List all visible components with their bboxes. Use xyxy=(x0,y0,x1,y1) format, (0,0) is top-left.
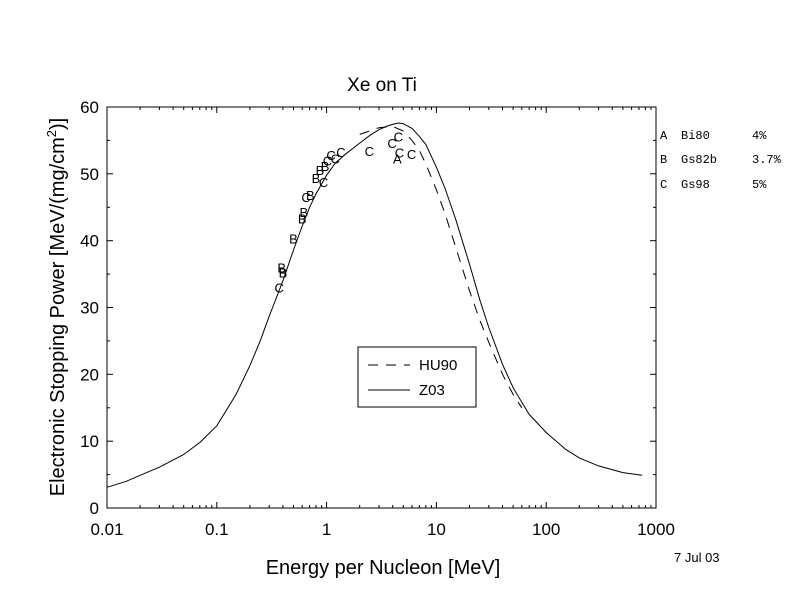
data-marker-a: A xyxy=(393,152,402,167)
series-layer xyxy=(106,122,643,488)
ref-key-b: B xyxy=(660,153,667,167)
ref-name-b: Gs82b xyxy=(681,153,717,167)
x-tick-label: 100 xyxy=(532,520,560,539)
data-marker-b: B xyxy=(312,171,321,186)
data-marker-c: C xyxy=(331,152,340,167)
data-marker-c: C xyxy=(336,145,345,160)
ref-key-c: C xyxy=(660,178,667,192)
x-tick-label: 1 xyxy=(322,520,331,539)
data-marker-b: B xyxy=(298,212,307,227)
y-axis-label-superscript: 2 xyxy=(44,130,59,137)
chart-legend: HU90 Z03 xyxy=(357,346,477,408)
data-marker-b: B xyxy=(316,163,325,178)
data-marker-c: C xyxy=(365,144,374,159)
data-marker-c: C xyxy=(326,148,335,163)
ref-name-c: Gs98 xyxy=(681,178,710,192)
data-marker-b: B xyxy=(277,260,286,275)
legend-label-z03: Z03 xyxy=(419,382,445,399)
x-axis-ticks: 0.01 0.1 1 10 100 1000 xyxy=(90,107,675,539)
x-tick-label: 0.01 xyxy=(90,520,123,539)
data-marker-b: B xyxy=(299,205,308,220)
data-marker-c: C xyxy=(323,154,332,169)
data-marker-c: C xyxy=(394,129,403,144)
x-tick-label: 10 xyxy=(427,520,446,539)
legend-label-hu90: HU90 xyxy=(419,357,457,374)
ref-error-c: 5% xyxy=(752,178,767,192)
y-tick-label: 30 xyxy=(80,299,99,318)
ref-key-a: A xyxy=(660,129,668,143)
x-axis-label: Energy per Nucleon [MeV] xyxy=(266,557,501,579)
data-marker-c: C xyxy=(407,147,416,162)
data-marker-b: B xyxy=(289,232,298,247)
ref-error-a: 4% xyxy=(752,129,767,143)
data-marker-c: C xyxy=(275,280,284,295)
y-tick-label: 50 xyxy=(80,165,99,184)
series-line-z03 xyxy=(106,122,643,488)
x-tick-label: 0.1 xyxy=(205,520,229,539)
y-axis-label-main: Electronic Stopping Power [MeV/(mg/cm xyxy=(47,137,69,496)
y-tick-label: 40 xyxy=(80,232,99,251)
y-tick-label: 20 xyxy=(80,365,99,384)
data-marker-c: C xyxy=(387,136,396,151)
legend-box xyxy=(357,346,477,408)
reference-legend: A Bi80 4% B Gs82b 3.7% C Gs98 5% xyxy=(660,129,782,192)
data-marker-c: C xyxy=(319,175,328,190)
chart-title: Xe on Ti xyxy=(347,75,417,96)
y-tick-label: 60 xyxy=(80,98,99,117)
y-axis-ticks: 0 10 20 30 40 50 60 xyxy=(80,98,656,518)
data-marker-c: C xyxy=(395,145,404,160)
y-axis-label-suffix: )] xyxy=(47,118,69,130)
y-tick-label: 0 xyxy=(90,499,99,518)
ref-error-b: 3.7% xyxy=(752,153,782,167)
data-marker-b: B xyxy=(321,159,330,174)
series-line-hu90 xyxy=(359,125,523,409)
ref-name-a: Bi80 xyxy=(681,129,710,143)
plot-frame xyxy=(106,106,657,509)
x-tick-label: 1000 xyxy=(637,520,675,539)
data-marker-b: B xyxy=(279,266,288,281)
y-tick-label: 10 xyxy=(80,432,99,451)
y-axis-label: Electronic Stopping Power [MeV/(mg/cm2)] xyxy=(44,118,69,496)
data-marker-b: B xyxy=(306,188,315,203)
date-annotation: 7 Jul 03 xyxy=(674,550,720,565)
data-marker-c: C xyxy=(301,190,310,205)
